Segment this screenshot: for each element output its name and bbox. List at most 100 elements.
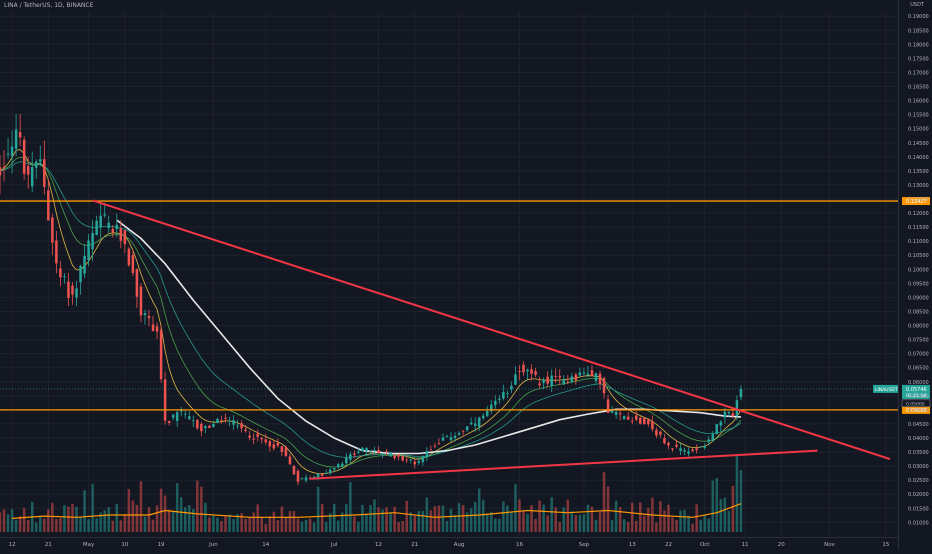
candle-body	[514, 374, 517, 385]
volume-bar	[618, 507, 622, 532]
candle-body	[566, 381, 570, 383]
candle-body	[260, 437, 263, 440]
candle-body	[630, 420, 634, 422]
candle-body	[107, 222, 110, 229]
volume-bar	[357, 521, 360, 532]
candle-body	[421, 456, 425, 462]
ema-slow-line	[0, 161, 742, 458]
candle-body	[264, 439, 268, 443]
candle-body	[292, 465, 296, 475]
volume-bar	[594, 519, 598, 532]
volume-bar	[562, 507, 566, 532]
support-price-tag-text: 0.05000	[906, 408, 927, 414]
candle-body	[345, 457, 348, 464]
candle-body	[341, 463, 344, 466]
volume-bar	[659, 501, 662, 532]
x-tick-label: 19	[158, 542, 165, 548]
y-tick-label: 0.03500	[908, 450, 929, 456]
y-tick-label: 0.08500	[908, 309, 929, 315]
volume-bar	[47, 509, 50, 532]
candle-body	[87, 240, 90, 260]
candle-body	[276, 442, 280, 446]
x-tick-label: 15	[882, 542, 889, 548]
candle-body	[393, 455, 396, 459]
candle-body	[655, 430, 658, 436]
candle-body	[530, 369, 533, 374]
candle-body	[526, 369, 529, 372]
volume-bar	[75, 506, 78, 532]
symbol-tag-text: LINAUSDT	[875, 387, 898, 393]
candle-body	[506, 393, 509, 394]
candle-body	[296, 470, 300, 482]
candle-body	[272, 444, 276, 449]
volume-bar	[687, 515, 690, 532]
candle-body	[606, 399, 610, 413]
candle-body	[373, 450, 376, 452]
volume-bar	[304, 519, 308, 532]
x-tick-label: Sep	[579, 542, 590, 548]
y-tick-label: 0.09000	[908, 295, 929, 301]
candle-body	[216, 418, 219, 423]
volume-bar	[373, 499, 376, 532]
resistance-price-tag-text: 0.12427	[906, 199, 927, 205]
volume-bar	[284, 517, 288, 532]
volume-bar	[381, 509, 384, 532]
candle-body	[232, 420, 235, 425]
candle-body	[417, 461, 421, 463]
candle-body	[14, 129, 18, 149]
candle-body	[731, 413, 735, 417]
volume-ma-line	[12, 503, 742, 519]
candle-body	[675, 444, 678, 447]
volume-bar	[332, 503, 336, 532]
candle-body	[10, 146, 14, 157]
candle-body	[43, 159, 46, 187]
volume-bar	[530, 505, 533, 532]
volume-bar	[337, 520, 340, 532]
volume-bar	[369, 505, 372, 532]
candle-body	[220, 419, 223, 421]
volume-bar	[401, 521, 404, 532]
volume-bar	[6, 514, 10, 532]
candle-body	[651, 421, 654, 430]
candle-body	[75, 288, 78, 298]
volume-bar	[526, 514, 529, 532]
volume-bar	[622, 519, 626, 532]
volume-bar	[167, 509, 171, 532]
volume-bar	[671, 517, 674, 532]
volume-bar	[63, 505, 66, 532]
candle-body	[131, 255, 135, 273]
volume-bar	[598, 512, 602, 532]
candle-body	[288, 456, 292, 465]
volume-bar	[699, 519, 702, 532]
volume-bar	[296, 518, 300, 532]
volume-bar	[365, 513, 368, 532]
y-tick-label: 0.05500	[908, 394, 929, 400]
candle-body	[349, 454, 352, 460]
y-tick-label: 0.07000	[908, 352, 929, 358]
candle-body	[538, 383, 541, 386]
volume-bar	[510, 511, 513, 532]
candle-body	[490, 404, 493, 412]
y-tick-label: 0.15500	[908, 113, 929, 119]
candle-body	[699, 446, 702, 448]
volume-bar	[498, 518, 501, 532]
candle-body	[91, 233, 94, 250]
volume-bar	[99, 512, 102, 532]
y-tick-label: 0.11000	[908, 239, 929, 245]
candle-body	[719, 421, 723, 426]
candle-body	[224, 417, 227, 419]
candle-body	[626, 416, 630, 420]
candle-body	[437, 442, 441, 444]
candle-body	[365, 447, 368, 452]
candle-body	[284, 447, 288, 457]
candle-body	[248, 435, 251, 438]
volume-bar	[131, 500, 135, 532]
price-unit-label: USDT	[910, 2, 924, 8]
x-tick-label: Jul	[330, 542, 338, 548]
volume-bar	[413, 516, 417, 532]
volume-bar	[546, 515, 549, 532]
candle-body	[502, 392, 505, 399]
candle-body	[610, 410, 614, 413]
